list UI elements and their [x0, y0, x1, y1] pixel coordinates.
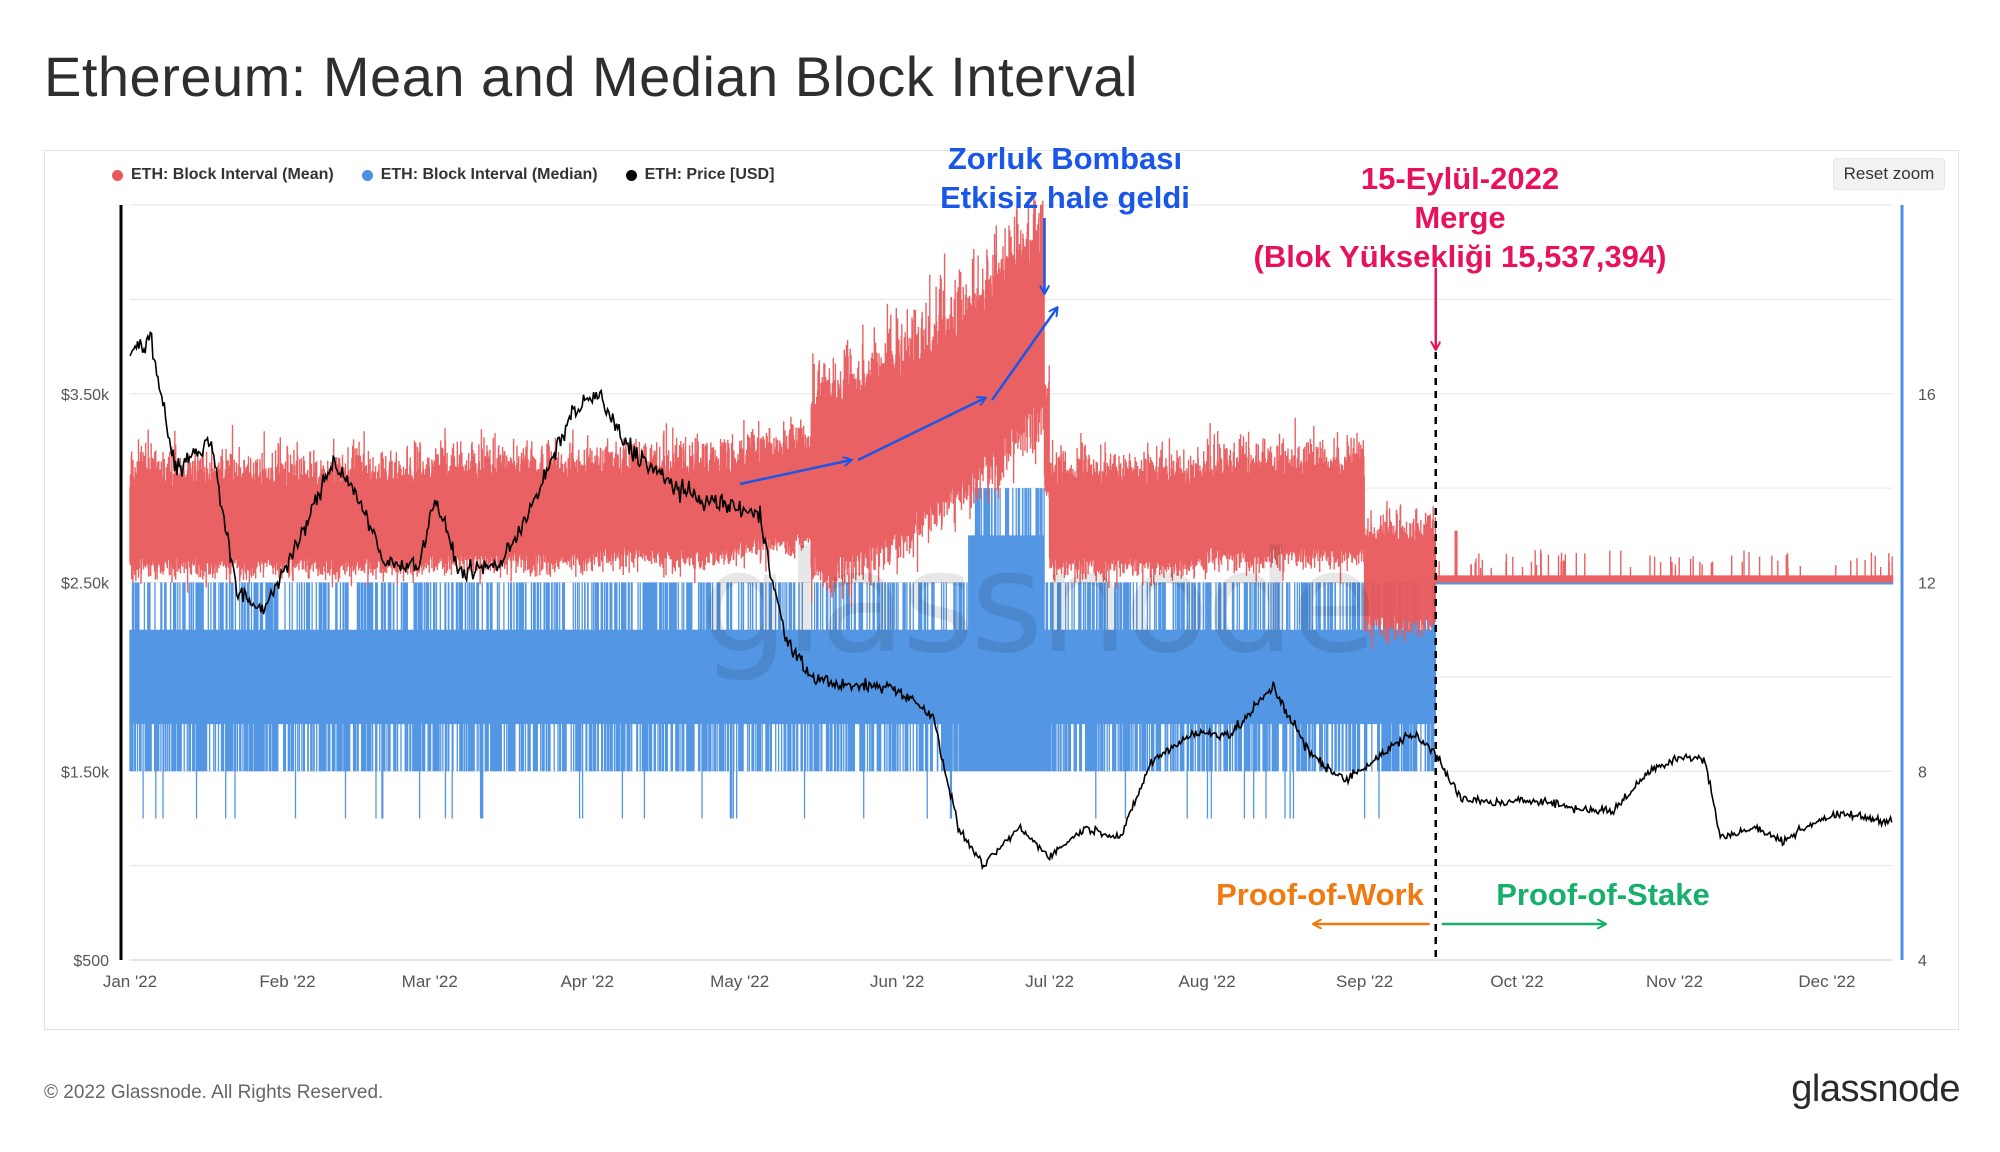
bomb-line-1: Zorluk Bombası: [947, 141, 1183, 176]
x-tick-label: May '22: [710, 972, 769, 991]
footer-copyright: © 2022 Glassnode. All Rights Reserved.: [44, 1082, 384, 1103]
mean-series: [129, 192, 1894, 650]
x-tick-label: Oct '22: [1490, 972, 1543, 991]
legend-dot-median: [361, 169, 373, 181]
x-tick-label: Apr '22: [561, 972, 614, 991]
x-tick-label: Dec '22: [1798, 972, 1855, 991]
watermark: glassnode: [700, 522, 1377, 685]
x-tick-label: Mar '22: [402, 972, 458, 991]
legend-label-median: ETH: Block Interval (Median): [380, 166, 598, 183]
legend-dot-mean: [112, 169, 123, 181]
page-title: Ethereum: Mean and Median Block Interval: [44, 45, 1138, 108]
x-tick-label: Jul '22: [1025, 972, 1074, 991]
pos-label: Proof-of-Stake: [1496, 877, 1710, 912]
axes: Jan '22 Feb '22 Mar '22 Apr '22 May '22 Jun '…: [61, 205, 1936, 991]
legend-dot-price: [625, 169, 637, 181]
price-series: [129, 330, 1893, 871]
legend-item-price[interactable]: ETH: Price [USD]: [625, 166, 775, 184]
footer-logo: glassnode: [1791, 1068, 1960, 1110]
y-left-tick-label: $1.50k: [61, 764, 110, 781]
x-tick-label: Sep '22: [1336, 972, 1393, 991]
x-tick-label: Jun '22: [870, 972, 924, 991]
legend-item-mean[interactable]: ETH: Block Interval (Mean): [112, 166, 334, 184]
trend-arrow-2: [857, 398, 985, 462]
merge-label: Merge: [1414, 199, 1506, 235]
merge-date: 15-Eylül-2022: [1360, 161, 1560, 196]
x-tick-label: Nov '22: [1646, 972, 1703, 991]
bomb-line-2: Etkisiz hale geldi: [940, 179, 1190, 215]
annotation-arrows: [739, 218, 1605, 958]
x-tick-label: Feb '22: [259, 972, 315, 991]
x-tick-label: Aug '22: [1179, 972, 1236, 991]
legend-label-mean: ETH: Block Interval (Mean): [131, 166, 334, 183]
x-tick-label: Jan '22: [103, 972, 157, 991]
y-left-tick-label: $3.50k: [61, 387, 110, 404]
merge-annotation: 15-Eylül-2022 Merge (Blok Yüksekliği 15,…: [1210, 160, 1710, 276]
y-right-tick-label: 12: [1918, 576, 1936, 593]
y-left-tick-label: $2.50k: [61, 576, 110, 593]
median-bars: [129, 488, 1894, 819]
y-right-tick-label: 4: [1918, 953, 1927, 970]
median-series: [129, 488, 1894, 819]
mean-bars: [129, 192, 1894, 650]
y-right-tick-label: 8: [1918, 764, 1927, 781]
trend-arrow-3: [990, 308, 1057, 401]
legend-item-median[interactable]: ETH: Block Interval (Median): [361, 166, 598, 184]
difficulty-bomb-annotation: Zorluk Bombası Etkisiz hale geldi: [935, 140, 1195, 218]
price-line: [129, 330, 1893, 871]
legend: ETH: Block Interval (Mean) ETH: Block In…: [112, 166, 774, 184]
reset-zoom-button[interactable]: Reset zoom: [1833, 158, 1945, 190]
legend-label-price: ETH: Price [USD]: [644, 166, 775, 183]
pow-label: Proof-of-Work: [1216, 877, 1424, 912]
y-left-tick-label: $500: [73, 953, 109, 970]
trend-arrow-1: [739, 460, 851, 486]
y-right-tick-label: 16: [1918, 387, 1936, 404]
merge-block-height: (Blok Yüksekliği 15,537,394): [1253, 238, 1667, 274]
